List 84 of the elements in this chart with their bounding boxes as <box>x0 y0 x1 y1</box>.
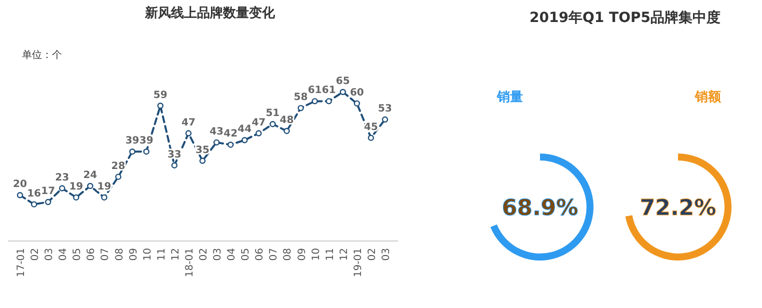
x-tick-label: 10 <box>310 248 322 261</box>
data-label: 58 <box>294 92 308 104</box>
data-label: 59 <box>153 90 168 101</box>
x-tick-label: 18-01 <box>184 248 196 278</box>
x-tick-label: 11 <box>324 248 336 261</box>
data-label: 28 <box>111 160 126 172</box>
data-label: 20 <box>13 179 27 190</box>
point <box>73 194 80 201</box>
point <box>171 162 178 168</box>
data-label: 42 <box>224 128 238 140</box>
x-tick-label: 06 <box>86 248 98 261</box>
data-label: 72.2% <box>640 196 716 221</box>
point <box>101 194 108 201</box>
data-label: 51 <box>266 108 280 120</box>
x-tick-label: 10 <box>142 248 154 261</box>
x-tick-label: 04 <box>226 248 238 261</box>
point <box>227 142 234 148</box>
point <box>256 130 262 136</box>
data-label: 17 <box>41 186 56 198</box>
x-tick-label: 02 <box>366 248 378 261</box>
chart-title: 销额 <box>694 89 722 105</box>
data-label: 61 <box>322 85 336 96</box>
x-tick-label: 08 <box>114 248 126 261</box>
x-tick-label: 03 <box>44 248 56 261</box>
x-tick-label: 05 <box>72 248 84 261</box>
x-tick-label: 02 <box>30 248 42 261</box>
point <box>185 130 192 136</box>
x-tick-label: 08 <box>282 248 294 261</box>
x-tick-label: 09 <box>128 248 140 261</box>
point <box>115 174 122 180</box>
point <box>326 98 332 104</box>
point <box>213 139 220 146</box>
data-label: 24 <box>83 170 98 181</box>
chart-title: 新风线上品牌数量变化 <box>144 5 276 21</box>
point <box>16 192 24 198</box>
data-label: 61 <box>308 85 322 96</box>
data-label: 19 <box>97 181 112 192</box>
point <box>129 148 136 155</box>
x-tick-label: 03 <box>381 248 392 261</box>
point <box>354 100 360 107</box>
data-label: 47 <box>252 117 266 128</box>
data-label: 16 <box>27 188 42 200</box>
data-label: 19 <box>69 181 84 192</box>
x-tick-label: 04 <box>58 248 70 261</box>
x-tick-label: 07 <box>100 248 112 261</box>
x-tick-label: 12 <box>338 248 350 261</box>
point <box>199 158 206 164</box>
chart-title: 销量 <box>496 90 523 105</box>
point <box>284 128 290 134</box>
data-label: 48 <box>280 114 294 126</box>
x-tick-label: 03 <box>212 248 224 261</box>
x-tick-label: 11 <box>156 248 168 261</box>
point <box>59 185 66 192</box>
point <box>312 98 318 104</box>
point <box>298 104 304 112</box>
data-label: 68.9% <box>502 196 578 221</box>
point <box>340 88 346 96</box>
x-tick-label: 17-01 <box>16 248 27 278</box>
x-tick-label: 06 <box>254 248 266 261</box>
data-label: 47 <box>182 117 196 128</box>
data-label: 60 <box>350 87 364 98</box>
data-label: 43 <box>210 126 224 138</box>
data-label: 23 <box>55 172 70 184</box>
x-tick-label: 05 <box>240 248 252 261</box>
data-label: 53 <box>378 104 392 115</box>
x-tick-label: 12 <box>170 248 182 261</box>
data-label: 65 <box>336 76 350 87</box>
point <box>368 134 374 141</box>
point <box>44 198 52 206</box>
point <box>30 201 38 208</box>
text: 单位：个 <box>22 49 62 61</box>
point <box>143 148 150 155</box>
point <box>157 102 164 109</box>
x-tick-label: 02 <box>198 248 210 261</box>
point <box>87 182 94 190</box>
x-tick-label: 07 <box>268 248 280 261</box>
x-tick-label: 19-01 <box>352 248 364 278</box>
point <box>242 137 248 144</box>
point <box>270 120 276 128</box>
point <box>382 116 388 123</box>
data-label: 39 <box>125 136 140 147</box>
text: 2019年Q1 TOP5品牌集中度 <box>530 9 720 26</box>
x-tick-label: 09 <box>296 248 308 261</box>
data-label: 44 <box>238 124 252 136</box>
